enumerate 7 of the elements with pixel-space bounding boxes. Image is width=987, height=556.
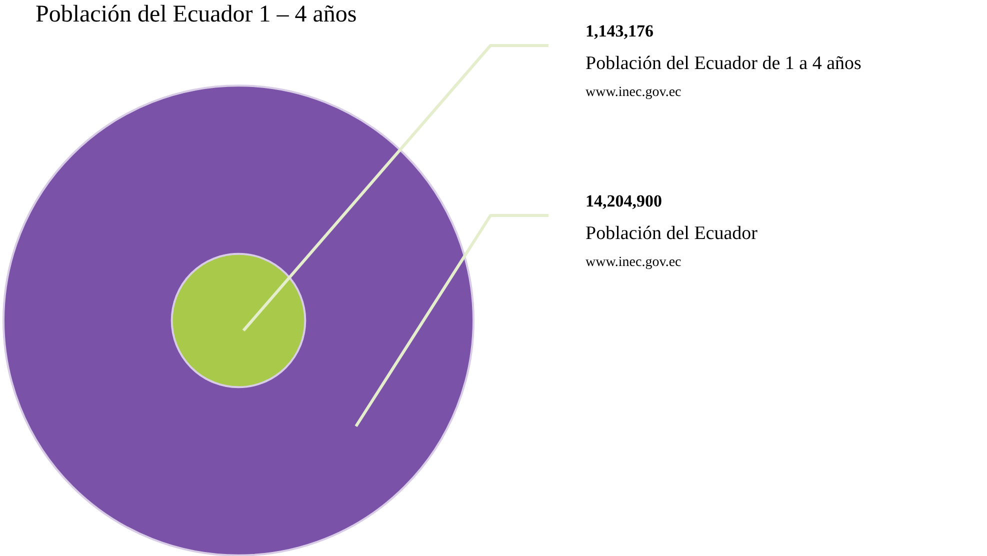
category-label: Población del Ecuador de 1 a 4 años — [586, 53, 862, 74]
category-label: Población del Ecuador — [586, 223, 758, 244]
text: www.inec.gov.ec — [586, 85, 682, 100]
data-label: 1,143,176 — [586, 22, 654, 40]
text: Población del Ecuador 1 – 4 años — [36, 2, 357, 28]
data-label: 14,204,900 — [586, 192, 662, 210]
text: www.inec.gov.ec — [586, 255, 682, 270]
